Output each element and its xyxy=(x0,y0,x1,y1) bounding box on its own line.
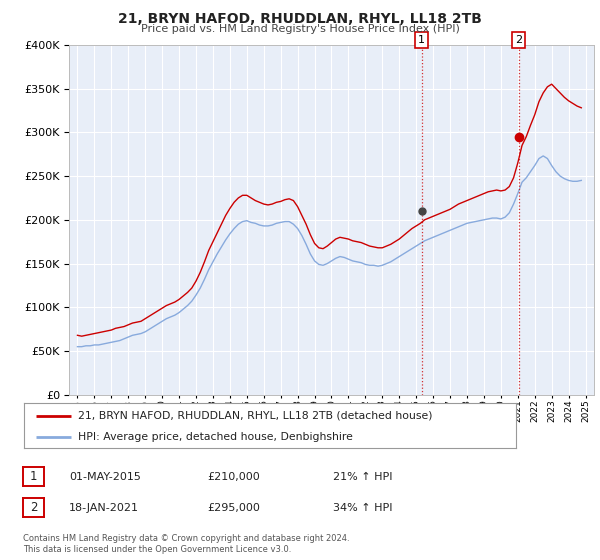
Text: 34% ↑ HPI: 34% ↑ HPI xyxy=(333,503,392,513)
Text: 18-JAN-2021: 18-JAN-2021 xyxy=(69,503,139,513)
Text: 1: 1 xyxy=(418,35,425,45)
Text: This data is licensed under the Open Government Licence v3.0.: This data is licensed under the Open Gov… xyxy=(23,545,291,554)
Text: 1: 1 xyxy=(30,470,37,483)
Text: 21% ↑ HPI: 21% ↑ HPI xyxy=(333,472,392,482)
Text: 21, BRYN HAFOD, RHUDDLAN, RHYL, LL18 2TB: 21, BRYN HAFOD, RHUDDLAN, RHYL, LL18 2TB xyxy=(118,12,482,26)
Text: 01-MAY-2015: 01-MAY-2015 xyxy=(69,472,141,482)
Text: Price paid vs. HM Land Registry's House Price Index (HPI): Price paid vs. HM Land Registry's House … xyxy=(140,24,460,34)
Text: £295,000: £295,000 xyxy=(207,503,260,513)
Text: Contains HM Land Registry data © Crown copyright and database right 2024.: Contains HM Land Registry data © Crown c… xyxy=(23,534,349,543)
Text: 2: 2 xyxy=(515,35,522,45)
Text: 21, BRYN HAFOD, RHUDDLAN, RHYL, LL18 2TB (detached house): 21, BRYN HAFOD, RHUDDLAN, RHYL, LL18 2TB… xyxy=(78,410,433,421)
Text: HPI: Average price, detached house, Denbighshire: HPI: Average price, detached house, Denb… xyxy=(78,432,353,442)
Text: £210,000: £210,000 xyxy=(207,472,260,482)
Text: 2: 2 xyxy=(30,501,37,514)
